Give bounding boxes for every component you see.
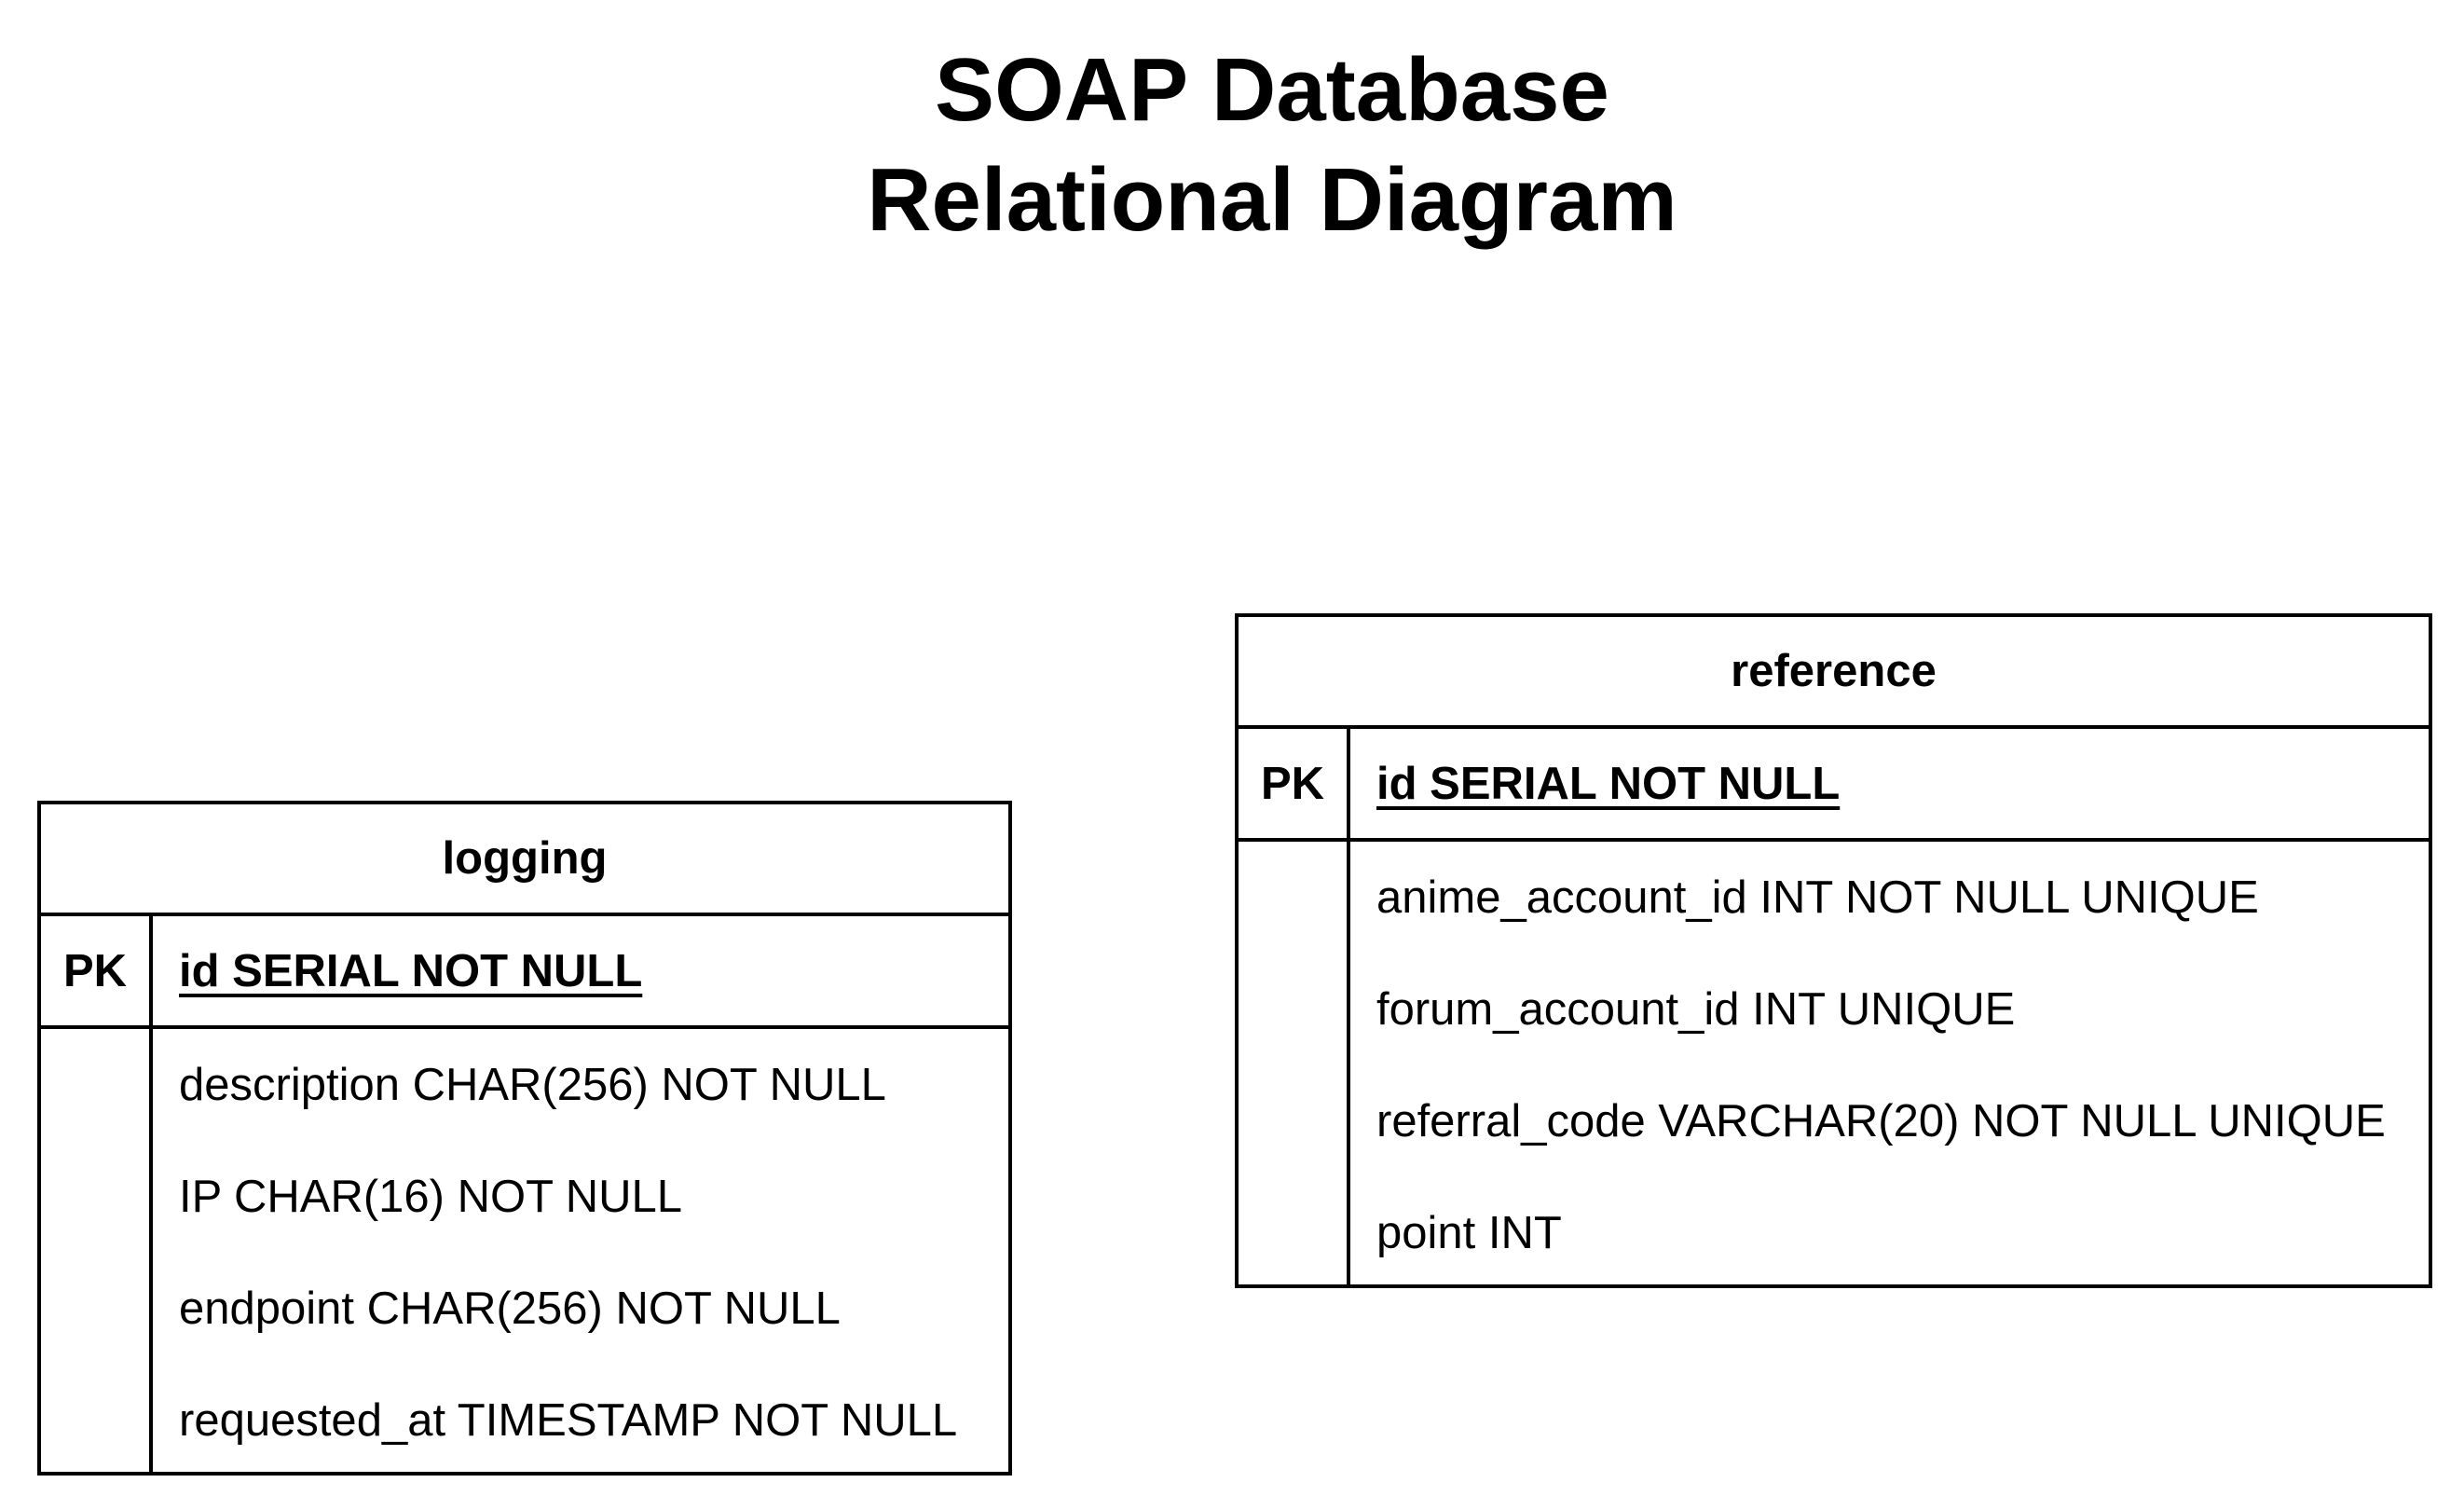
- diagram-title: SOAP Database Relational Diagram: [0, 35, 2464, 255]
- attribute-row: point INT: [1376, 1208, 1562, 1258]
- primary-key-row: PK id SERIAL NOT NULL: [41, 916, 1008, 1029]
- attributes-section: anime_account_id INT NOT NULL UNIQUE for…: [1239, 842, 2429, 1284]
- attribute-row: requested_at TIMESTAMP NOT NULL: [179, 1395, 958, 1446]
- diagram-title-line-1: SOAP Database: [935, 40, 1609, 140]
- entity-reference: reference PK id SERIAL NOT NULL anime_ac…: [1235, 613, 2432, 1288]
- attribute-list: anime_account_id INT NOT NULL UNIQUE for…: [1350, 842, 2429, 1284]
- pk-label: PK: [41, 916, 153, 1025]
- primary-key-row: PK id SERIAL NOT NULL: [1239, 729, 2429, 842]
- attribute-row: IP CHAR(16) NOT NULL: [179, 1172, 683, 1222]
- attribute-list: description CHAR(256) NOT NULL IP CHAR(1…: [153, 1029, 1008, 1472]
- entity-name: reference: [1239, 617, 2429, 729]
- pk-field: id SERIAL NOT NULL: [179, 945, 643, 996]
- attributes-section: description CHAR(256) NOT NULL IP CHAR(1…: [41, 1029, 1008, 1472]
- attributes-key-column: [1239, 842, 1350, 1284]
- attribute-row: endpoint CHAR(256) NOT NULL: [179, 1284, 841, 1334]
- attribute-row: description CHAR(256) NOT NULL: [179, 1060, 886, 1110]
- pk-label: PK: [1239, 729, 1350, 838]
- pk-field: id SERIAL NOT NULL: [1376, 758, 1841, 809]
- entity-logging: logging PK id SERIAL NOT NULL descriptio…: [37, 801, 1012, 1476]
- diagram-title-line-2: Relational Diagram: [867, 150, 1677, 250]
- attribute-row: anime_account_id INT NOT NULL UNIQUE: [1376, 872, 2259, 923]
- attribute-row: forum_account_id INT UNIQUE: [1376, 984, 2016, 1035]
- attributes-key-column: [41, 1029, 153, 1472]
- entity-name: logging: [41, 804, 1008, 916]
- attribute-row: referral_code VARCHAR(20) NOT NULL UNIQU…: [1376, 1096, 2386, 1146]
